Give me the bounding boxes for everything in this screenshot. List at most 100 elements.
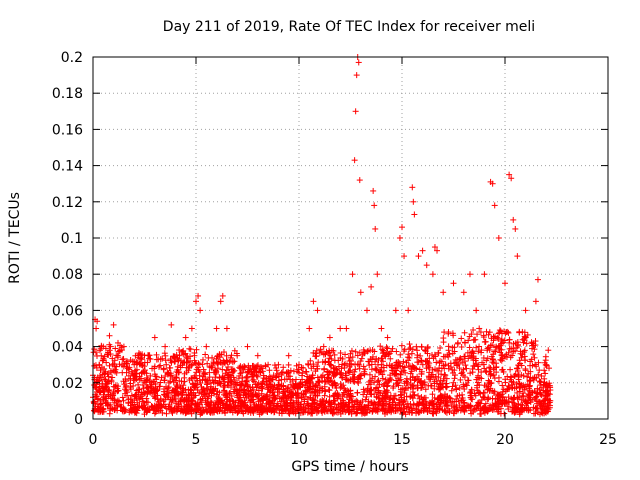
data-point <box>110 321 117 328</box>
data-point <box>181 374 188 381</box>
data-point <box>368 366 375 373</box>
data-point <box>450 280 457 287</box>
x-axis-label: GPS time / hours <box>291 459 408 475</box>
data-point <box>378 325 385 332</box>
data-point <box>451 375 458 382</box>
data-point <box>398 342 405 349</box>
data-point <box>348 347 355 354</box>
x-tick-label: 5 <box>192 432 201 448</box>
data-point <box>458 335 465 342</box>
data-point <box>399 224 405 231</box>
y-tick-label: 0.08 <box>52 267 83 283</box>
data-point <box>209 354 216 361</box>
data-point <box>285 361 292 368</box>
data-point <box>463 365 470 372</box>
data-point <box>522 367 529 374</box>
x-tick-label: 10 <box>290 432 308 448</box>
data-point <box>417 352 424 359</box>
data-point <box>534 276 541 283</box>
data-point <box>512 225 519 232</box>
data-point <box>354 389 361 396</box>
data-point <box>349 271 356 278</box>
data-point <box>175 369 182 376</box>
data-point <box>356 361 363 368</box>
data-point <box>532 298 539 305</box>
data-point <box>168 321 175 328</box>
data-point <box>506 345 513 352</box>
data-point <box>162 343 169 350</box>
data-point <box>405 307 412 314</box>
data-point <box>156 363 163 370</box>
data-point <box>397 351 404 358</box>
y-tick-label: 0.06 <box>52 303 83 319</box>
data-point <box>429 271 436 278</box>
data-point <box>409 184 416 191</box>
y-tick-label: 0.18 <box>52 86 83 102</box>
data-point <box>406 341 413 348</box>
data-point <box>326 334 333 341</box>
data-point <box>506 336 513 343</box>
y-tick-label: 0.14 <box>52 159 83 175</box>
data-point <box>106 410 113 417</box>
data-point <box>440 289 447 296</box>
data-point <box>479 359 486 366</box>
y-axis-label: ROTI / TECUs <box>7 192 23 284</box>
data-point <box>400 358 407 365</box>
data-point <box>151 334 158 341</box>
data-point <box>411 391 418 398</box>
data-point <box>440 335 447 342</box>
data-point <box>486 329 493 336</box>
data-point <box>219 292 226 299</box>
data-point <box>516 328 523 335</box>
data-point <box>392 307 399 314</box>
x-tick-label: 25 <box>599 432 617 448</box>
data-point <box>507 366 514 373</box>
chart-title: Day 211 of 2019, Rate Of TEC Index for r… <box>163 19 535 35</box>
data-point <box>162 357 169 364</box>
data-point <box>347 360 354 367</box>
x-tick-label: 0 <box>89 432 98 448</box>
y-tick-label: 0.2 <box>61 50 83 66</box>
data-point <box>357 289 364 296</box>
data-point <box>352 108 359 115</box>
y-tick-label: 0.12 <box>52 195 83 211</box>
data-point <box>433 359 440 366</box>
data-point <box>461 329 468 336</box>
data-point <box>460 289 467 296</box>
data-point <box>499 382 506 389</box>
data-point <box>353 72 360 79</box>
scatter-points <box>90 54 554 418</box>
data-point <box>236 372 243 379</box>
y-tick-label: 0 <box>74 412 83 428</box>
data-point <box>368 283 375 290</box>
data-point <box>360 363 367 370</box>
data-point <box>476 343 483 350</box>
data-point <box>106 332 113 339</box>
data-point <box>531 354 538 361</box>
data-point <box>351 157 358 164</box>
data-point <box>473 307 480 314</box>
data-point <box>337 350 344 357</box>
data-point <box>343 325 350 332</box>
data-point <box>193 298 199 305</box>
data-point <box>396 235 403 241</box>
data-point <box>524 373 531 380</box>
data-point <box>458 344 465 351</box>
data-point <box>457 376 464 383</box>
data-point <box>502 379 509 386</box>
data-point <box>356 177 363 184</box>
data-point <box>393 348 400 355</box>
y-tick-label: 0.16 <box>52 122 83 138</box>
data-point <box>462 362 469 369</box>
data-point <box>244 343 251 350</box>
data-point <box>217 298 224 305</box>
data-point <box>314 374 321 381</box>
data-point <box>419 361 426 368</box>
data-point <box>514 365 521 372</box>
data-point <box>429 351 436 358</box>
data-point <box>502 280 508 287</box>
data-point <box>491 202 498 209</box>
data-point <box>320 343 327 350</box>
data-point <box>530 351 537 358</box>
